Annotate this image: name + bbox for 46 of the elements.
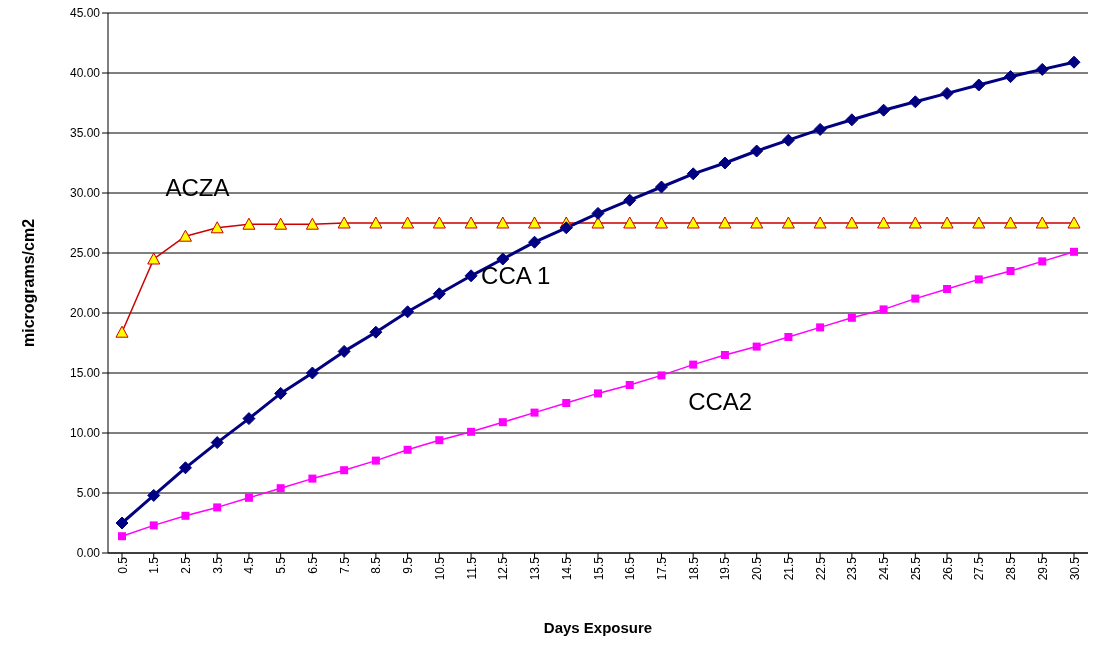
x-tick-label: 22.5 — [813, 556, 828, 581]
y-tick-label: 0.00 — [76, 546, 101, 561]
x-tick-label: 25.5 — [908, 556, 923, 581]
x-tick-label: 12.5 — [496, 556, 511, 581]
y-tick-label: 35.00 — [69, 126, 101, 141]
x-tick-label: 4.5 — [242, 556, 257, 574]
x-tick-label: 11.5 — [464, 556, 479, 580]
x-tick-label: 13.5 — [528, 556, 543, 581]
y-tick-label: 30.00 — [69, 186, 101, 201]
x-tick-label: 10.5 — [432, 556, 447, 581]
x-tick-label: 5.5 — [274, 556, 289, 574]
x-tick-label: 2.5 — [178, 556, 193, 574]
x-tick-label: 30.5 — [1067, 556, 1082, 581]
x-tick-label: 26.5 — [940, 556, 955, 581]
x-tick-label: 21.5 — [781, 556, 796, 581]
x-tick-label: 8.5 — [369, 556, 384, 574]
x-tick-label: 19.5 — [718, 556, 733, 581]
x-tick-label: 28.5 — [1004, 556, 1019, 581]
x-tick-label: 1.5 — [147, 556, 162, 574]
y-tick-label: 40.00 — [69, 66, 101, 81]
y-tick-label: 15.00 — [69, 366, 101, 381]
x-tick-label: 23.5 — [845, 556, 860, 581]
y-tick-label: 5.00 — [76, 486, 101, 501]
x-tick-label: 17.5 — [654, 556, 669, 581]
y-tick-label: 20.00 — [69, 306, 101, 321]
y-tick-label: 45.00 — [69, 6, 101, 21]
x-tick-label: 14.5 — [559, 556, 574, 581]
series-label: CCA2 — [688, 387, 753, 415]
x-tick-label: 9.5 — [401, 556, 416, 574]
x-tick-label: 18.5 — [686, 556, 701, 581]
y-tick-label: 10.00 — [69, 426, 101, 441]
x-tick-label: 27.5 — [972, 556, 987, 581]
x-tick-label: 29.5 — [1035, 556, 1050, 581]
x-tick-label: 24.5 — [877, 556, 892, 581]
x-axis-title: Days Exposure — [543, 619, 653, 636]
x-tick-label: 16.5 — [623, 556, 638, 581]
series-label: ACZA — [165, 174, 230, 202]
y-axis-title: micrograms/cm2 — [19, 218, 37, 348]
x-tick-label: 3.5 — [210, 556, 225, 574]
x-tick-label: 7.5 — [337, 556, 352, 574]
series-label: CCA 1 — [481, 261, 551, 289]
x-tick-label: 15.5 — [591, 556, 606, 581]
x-tick-label: 6.5 — [305, 556, 320, 574]
x-tick-label: 20.5 — [750, 556, 765, 581]
x-tick-label: 0.5 — [115, 556, 130, 574]
y-tick-label: 25.00 — [69, 246, 101, 261]
